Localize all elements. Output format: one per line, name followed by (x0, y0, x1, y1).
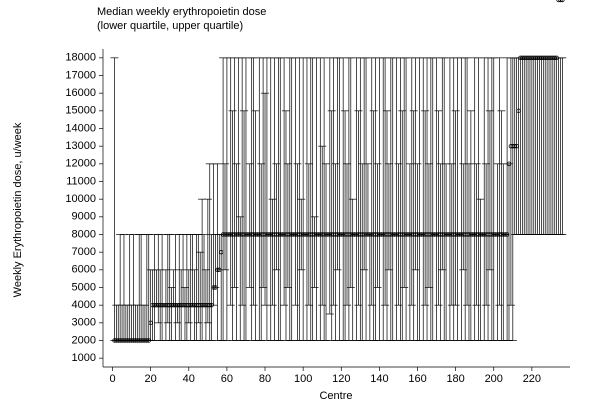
x-tick-label: 40 (183, 373, 195, 385)
x-axis-label: Centre (319, 390, 352, 402)
y-tick-label: 6000 (72, 264, 96, 276)
y-axis-label: Weekly Erythropoietin dose, u/week (12, 122, 24, 297)
x-tick-label: 160 (408, 373, 426, 385)
y-tick-label: 13000 (65, 140, 96, 152)
x-tick-label: 20 (145, 373, 157, 385)
y-tick-label: 7000 (72, 246, 96, 258)
y-tick-label: 3000 (72, 317, 96, 329)
y-tick-label: 16000 (65, 87, 96, 99)
y-tick-label: 8000 (72, 228, 96, 240)
x-tick-label: 60 (221, 373, 233, 385)
y-tick-label: 10000 (65, 193, 96, 205)
y-tick-label: 12000 (65, 158, 96, 170)
y-tick-label: 14000 (65, 122, 96, 134)
y-tick-label: 9000 (72, 211, 96, 223)
chart-title: Median weekly erythropoietin dose (97, 6, 266, 18)
y-tick-label: 15000 (65, 105, 96, 117)
median-marker (556, 0, 561, 3)
y-tick-label: 5000 (72, 281, 96, 293)
y-tick-label: 18000 (65, 52, 96, 64)
chart-subtitle: (lower quartile, upper quartile) (97, 20, 243, 32)
median-marker (558, 0, 563, 3)
y-tick-label: 1000 (72, 352, 96, 364)
x-tick-label: 0 (109, 373, 115, 385)
x-tick-label: 140 (370, 373, 388, 385)
x-tick-label: 220 (523, 373, 541, 385)
y-tick-label: 11000 (66, 175, 96, 187)
x-tick-label: 200 (485, 373, 503, 385)
x-tick-label: 180 (446, 373, 464, 385)
y-tick-label: 4000 (72, 299, 96, 311)
x-tick-label: 100 (294, 373, 312, 385)
x-tick-label: 80 (259, 373, 271, 385)
median-marker (560, 0, 565, 3)
x-tick-label: 120 (332, 373, 350, 385)
y-tick-label: 2000 (72, 334, 96, 346)
y-tick-label: 17000 (65, 69, 96, 81)
